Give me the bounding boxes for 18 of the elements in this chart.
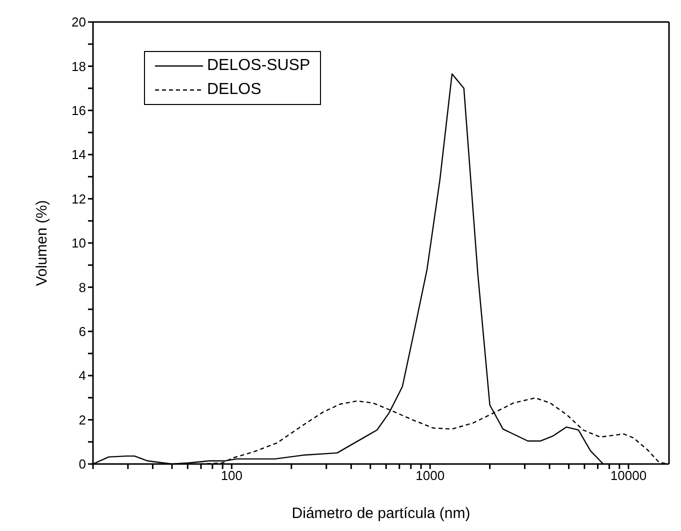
y-tick-label: 4 [78, 368, 86, 384]
x-axis-title: Diámetro de partícula (nm) [292, 505, 470, 522]
y-tick-label: 18 [72, 58, 86, 74]
y-axis-title: Volumen (%) [33, 200, 50, 286]
x-tick-label: 1000 [416, 468, 445, 484]
x-tick-label: 100 [220, 468, 243, 484]
y-tick-label: 14 [72, 147, 86, 162]
y-tick-label: 10 [72, 236, 86, 251]
y-tick-label: 20 [72, 14, 86, 30]
y-tick-label: 0 [78, 456, 86, 472]
y-tick-label: 6 [78, 324, 86, 340]
y-tick-label: 12 [72, 191, 86, 206]
legend-label: DELOS-SUSP [207, 56, 310, 76]
x-tick-label: 10000 [610, 468, 647, 484]
y-tick-label: 2 [78, 412, 86, 428]
legend-label: DELOS [207, 80, 262, 100]
y-tick-label: 8 [78, 280, 86, 295]
y-tick-label: 16 [72, 103, 86, 118]
